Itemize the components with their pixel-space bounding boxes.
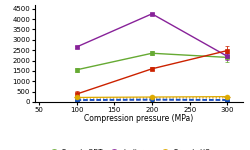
- Legend: Prosolv ODT, Cop AA-MCC, Cellactose, Ludipress, DM, Prosolv HC, DM 2: Prosolv ODT, Cop AA-MCC, Cellactose, Lud…: [47, 149, 210, 150]
- X-axis label: Compression pressure (MPa): Compression pressure (MPa): [84, 114, 194, 123]
